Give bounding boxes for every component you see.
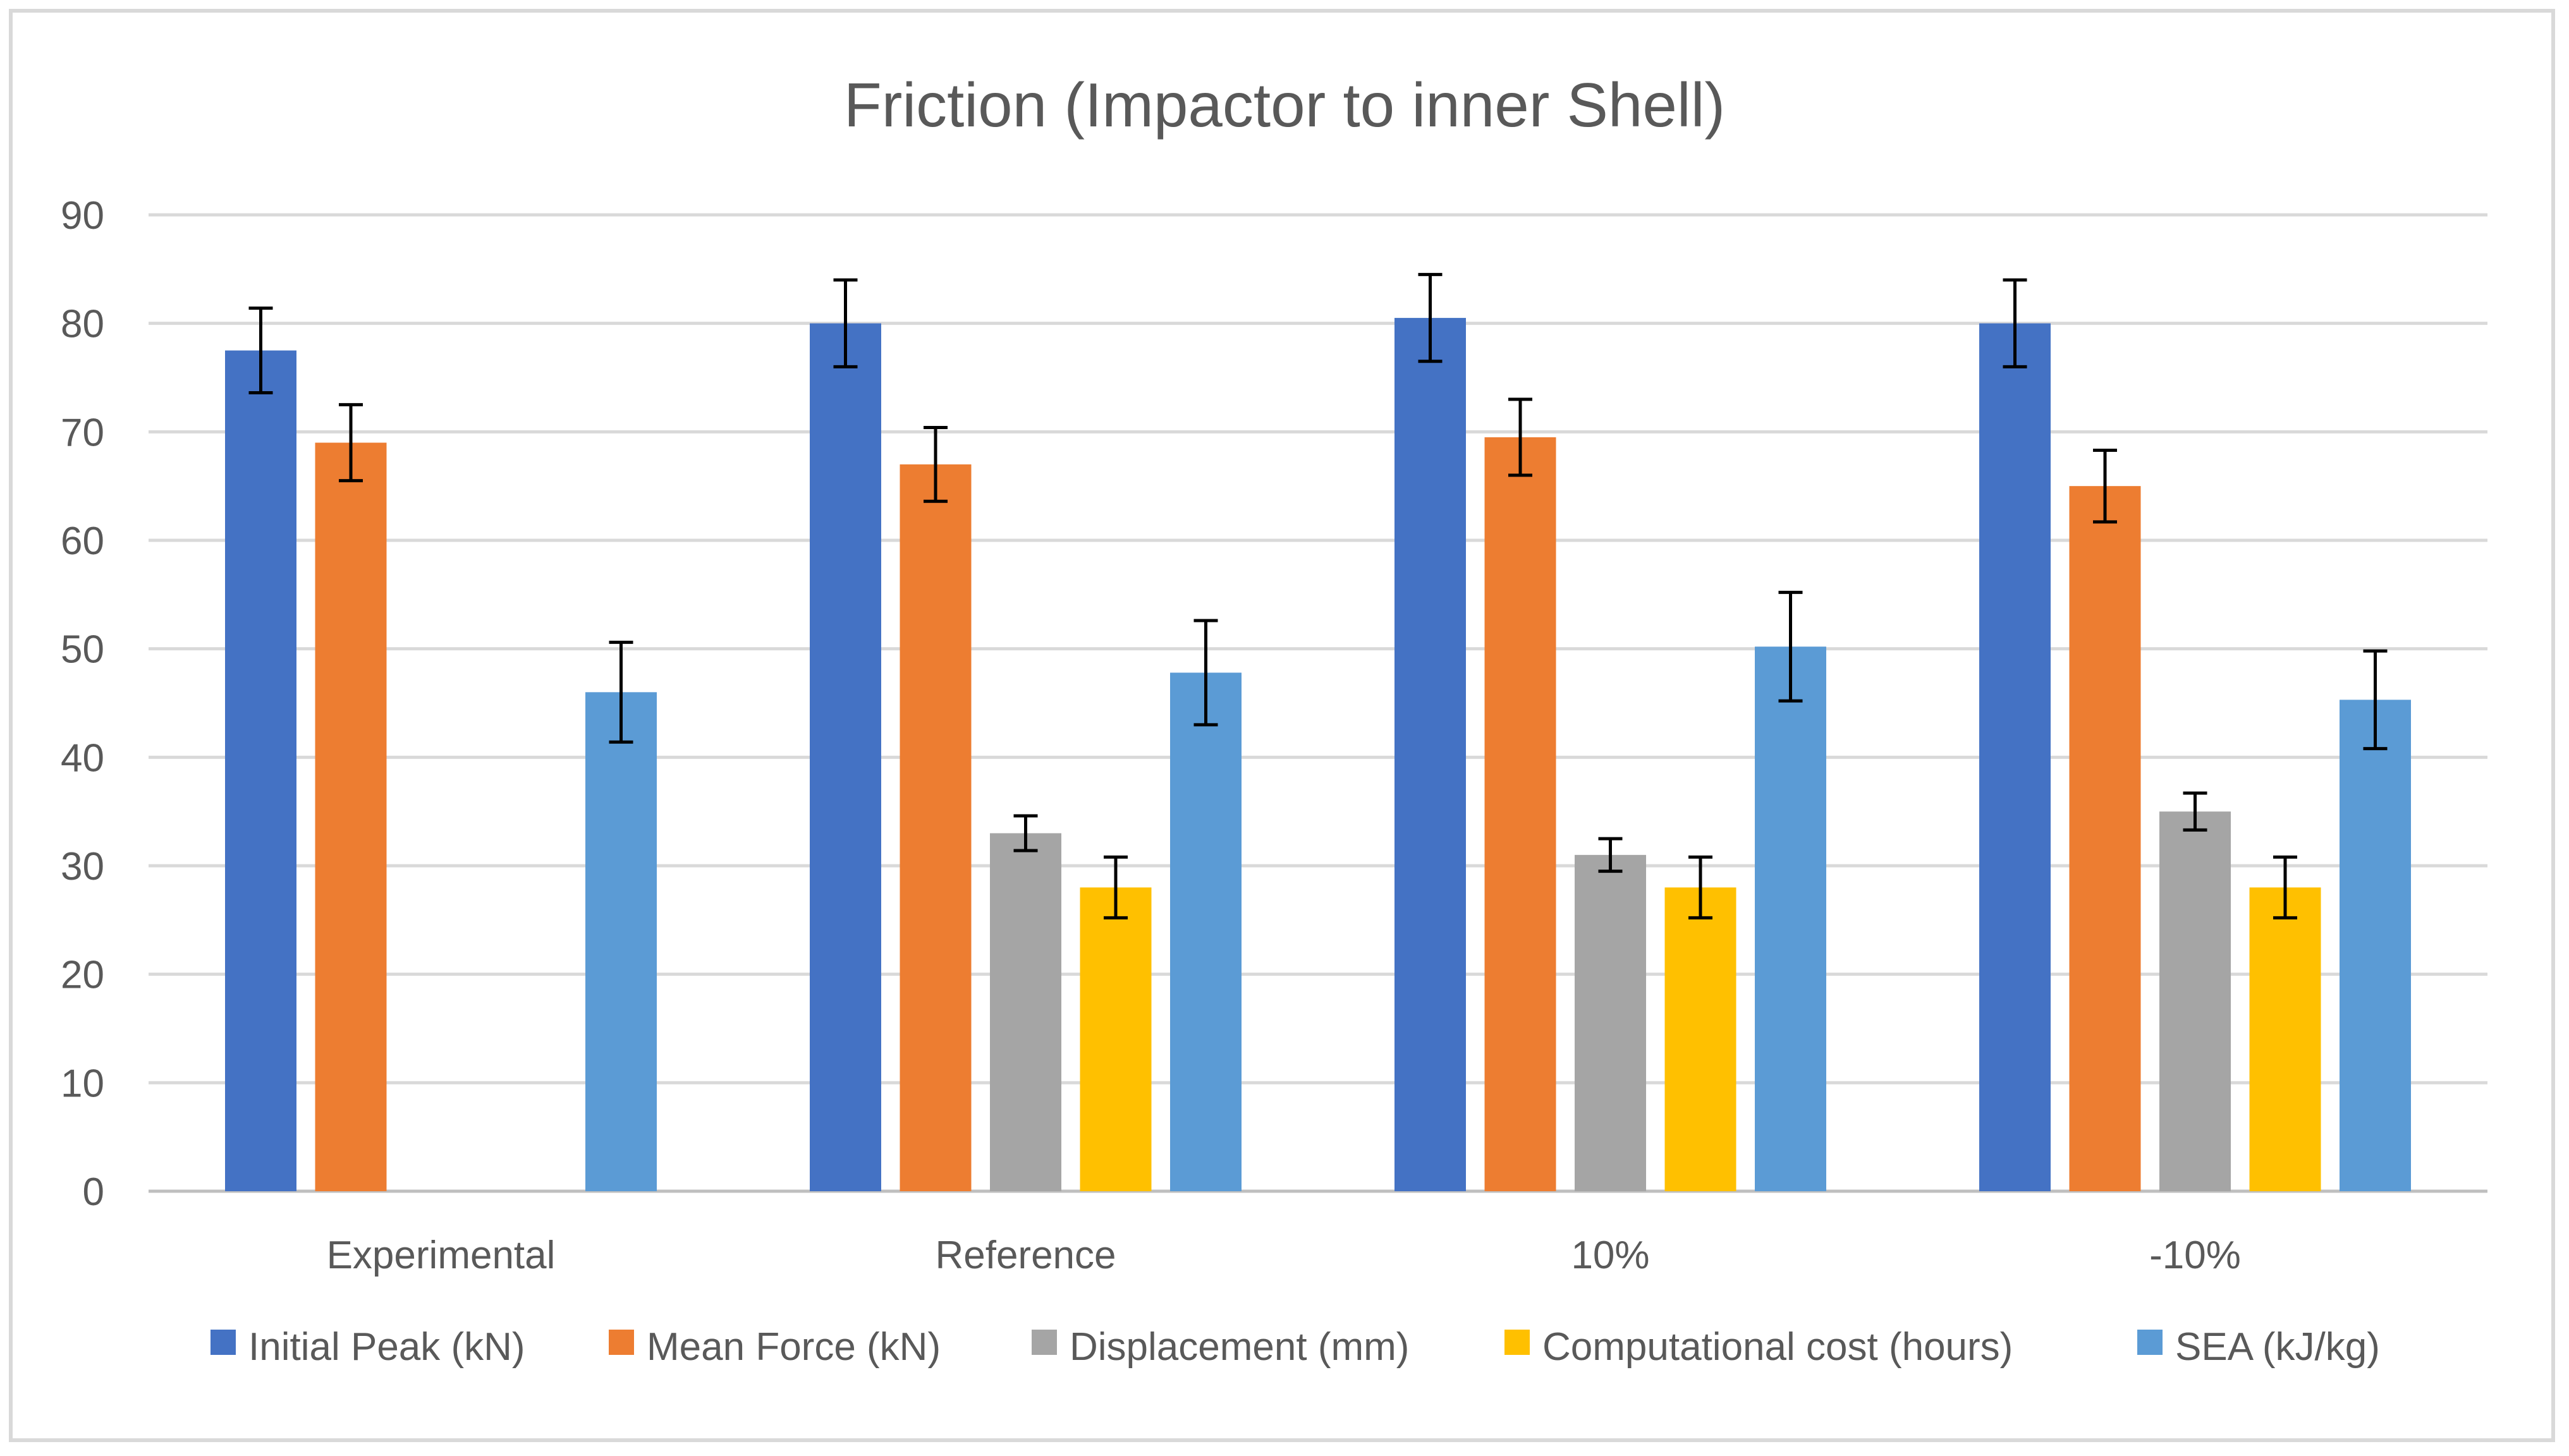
- error-bar: [1778, 590, 1803, 703]
- y-tick-label: 90: [61, 194, 104, 238]
- error-bar: [2003, 278, 2027, 368]
- bar: [1755, 646, 1826, 1191]
- x-axis-categories: Experimental Reference 10% -10%: [327, 1234, 2241, 1277]
- bar: [1170, 672, 1242, 1191]
- bar: [1484, 437, 1556, 1191]
- y-tick-label: 80: [61, 303, 104, 346]
- error-bar: [248, 306, 273, 395]
- legend-label: Computational cost (hours): [1542, 1325, 2013, 1369]
- error-bar: [339, 403, 363, 483]
- bar: [990, 833, 1061, 1191]
- y-tick-label: 40: [61, 736, 104, 780]
- bar: [2069, 486, 2141, 1191]
- error-bar: [1013, 814, 1038, 852]
- legend-label: SEA (kJ/kg): [2175, 1325, 2380, 1369]
- bar: [1575, 854, 1646, 1191]
- bar: [225, 350, 296, 1192]
- y-axis-ticks: 0 10 20 30 40 50 60 70 80 90: [61, 194, 104, 1214]
- x-category-label: Reference: [935, 1234, 1116, 1277]
- bar: [585, 692, 657, 1191]
- bar: [1664, 887, 1736, 1191]
- legend-entry[interactable]: Displacement (mm): [1032, 1325, 1409, 1369]
- error-bar: [1104, 855, 1128, 919]
- error-bar: [609, 640, 633, 744]
- error-bar: [1598, 837, 1623, 873]
- legend-swatch: [609, 1330, 634, 1355]
- legend-entry[interactable]: Computational cost (hours): [1504, 1325, 2013, 1369]
- error-bar: [2183, 791, 2207, 832]
- legend-label: Initial Peak (kN): [248, 1325, 525, 1369]
- error-bar: [1688, 855, 1712, 919]
- error-bar: [2273, 855, 2297, 919]
- legend-swatch: [211, 1330, 236, 1355]
- legend-swatch: [1032, 1330, 1057, 1355]
- bar: [900, 464, 972, 1192]
- chart-title: Friction (Impactor to inner Shell): [844, 70, 1725, 140]
- error-bars: [248, 272, 2388, 919]
- x-category-label: 10%: [1571, 1234, 1649, 1277]
- error-bar: [924, 425, 948, 503]
- bar: [810, 323, 881, 1192]
- error-bar: [1418, 272, 1443, 363]
- error-bar: [1193, 619, 1218, 727]
- legend-entry[interactable]: Initial Peak (kN): [211, 1325, 525, 1369]
- legend-entry[interactable]: Mean Force (kN): [609, 1325, 941, 1369]
- legend-label: Displacement (mm): [1070, 1325, 1409, 1369]
- y-tick-label: 0: [83, 1170, 104, 1214]
- x-category-label: Experimental: [327, 1234, 556, 1277]
- y-tick-label: 10: [61, 1062, 104, 1105]
- y-tick-label: 20: [61, 954, 104, 997]
- y-tick-label: 30: [61, 845, 104, 889]
- legend-entry[interactable]: SEA (kJ/kg): [2137, 1325, 2380, 1369]
- legend-swatch: [1504, 1330, 1530, 1355]
- y-tick-label: 50: [61, 628, 104, 672]
- bar: [1979, 323, 2051, 1192]
- error-bar: [2093, 449, 2117, 524]
- x-category-label: -10%: [2149, 1234, 2241, 1277]
- error-bar: [2363, 649, 2388, 751]
- bar: [1080, 887, 1152, 1191]
- legend-label: Mean Force (kN): [647, 1325, 941, 1369]
- legend[interactable]: Initial Peak (kN) Mean Force (kN) Displace…: [211, 1325, 2380, 1369]
- legend-swatch: [2137, 1330, 2163, 1355]
- bar: [2340, 700, 2411, 1191]
- bar: [1394, 318, 1466, 1191]
- bar: [315, 442, 387, 1191]
- error-bar: [1508, 397, 1532, 477]
- y-tick-label: 70: [61, 411, 104, 454]
- bar: [2249, 887, 2321, 1191]
- bar: [2159, 811, 2231, 1191]
- error-bar: [833, 278, 858, 368]
- bars: [225, 318, 2411, 1192]
- y-tick-label: 60: [61, 519, 104, 563]
